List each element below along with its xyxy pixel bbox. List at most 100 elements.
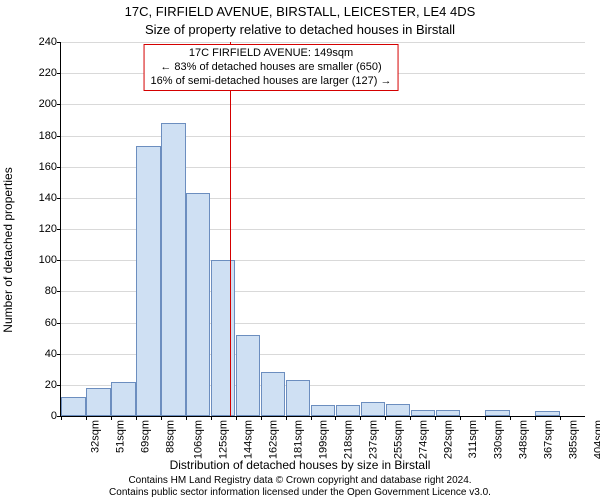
histogram-bar (386, 404, 410, 416)
xtick-label: 69sqm (140, 420, 152, 453)
ytick-mark (57, 73, 61, 74)
x-axis-label: Distribution of detached houses by size … (0, 458, 600, 472)
histogram-bar (311, 405, 335, 416)
xtick-label: 144sqm (243, 420, 255, 459)
gridline (61, 136, 585, 137)
xtick-label: 51sqm (115, 420, 127, 453)
histogram-bar (485, 410, 509, 416)
xtick-label: 255sqm (392, 420, 404, 459)
ytick-label: 240 (39, 36, 57, 48)
xtick-label: 367sqm (542, 420, 554, 459)
xtick-label: 162sqm (268, 420, 280, 459)
xtick-mark (485, 416, 486, 420)
xtick-label: 348sqm (517, 420, 529, 459)
ytick-label: 100 (39, 254, 57, 266)
reference-line (230, 42, 231, 416)
xtick-mark (186, 416, 187, 420)
ytick-mark (57, 42, 61, 43)
ytick-label: 140 (39, 192, 57, 204)
xtick-label: 181sqm (293, 420, 305, 459)
ytick-label: 60 (45, 317, 57, 329)
xtick-label: 199sqm (318, 420, 330, 459)
ytick-mark (57, 229, 61, 230)
ytick-mark (57, 354, 61, 355)
xtick-mark (236, 416, 237, 420)
xtick-label: 32sqm (90, 420, 102, 453)
reference-annotation: 17C FIRFIELD AVENUE: 149sqm ← 83% of det… (144, 44, 399, 91)
histogram-bar (336, 405, 360, 416)
xtick-mark (535, 416, 536, 420)
xtick-mark (161, 416, 162, 420)
xtick-label: 88sqm (165, 420, 177, 453)
xtick-label: 385sqm (567, 420, 579, 459)
histogram-bar (436, 410, 460, 416)
histogram-bar (86, 388, 110, 416)
ytick-label: 180 (39, 130, 57, 142)
plot-area: 02040608010012014016018020022024032sqm51… (60, 42, 585, 417)
xtick-label: 237sqm (368, 420, 380, 459)
ytick-mark (57, 167, 61, 168)
xtick-label: 311sqm (467, 420, 479, 458)
xtick-mark (311, 416, 312, 420)
ytick-label: 220 (39, 67, 57, 79)
histogram-bar (111, 382, 135, 416)
ytick-label: 200 (39, 98, 57, 110)
ytick-mark (57, 260, 61, 261)
annotation-line1: 17C FIRFIELD AVENUE: 149sqm (151, 47, 392, 61)
ytick-label: 20 (45, 379, 57, 391)
ytick-label: 160 (39, 161, 57, 173)
footer: Contains HM Land Registry data © Crown c… (0, 475, 600, 498)
xtick-mark (211, 416, 212, 420)
annotation-line3: 16% of semi-detached houses are larger (… (151, 75, 392, 89)
ytick-mark (57, 291, 61, 292)
gridline (61, 42, 585, 43)
xtick-mark (286, 416, 287, 420)
histogram-bar (236, 335, 260, 416)
xtick-mark (560, 416, 561, 420)
xtick-label: 292sqm (442, 420, 454, 459)
xtick-mark (510, 416, 511, 420)
ytick-mark (57, 385, 61, 386)
histogram-bar (136, 146, 160, 416)
xtick-mark (111, 416, 112, 420)
ytick-label: 40 (45, 348, 57, 360)
xtick-label: 125sqm (218, 420, 230, 459)
ytick-mark (57, 136, 61, 137)
chart-subtitle: Size of property relative to detached ho… (0, 22, 600, 37)
xtick-mark (335, 416, 336, 420)
histogram-bar (411, 410, 435, 416)
xtick-mark (385, 416, 386, 420)
histogram-bar (186, 193, 210, 416)
histogram-bar (161, 123, 185, 416)
xtick-mark (61, 416, 62, 420)
histogram-bar (211, 260, 235, 416)
ytick-label: 80 (45, 285, 57, 297)
xtick-label: 274sqm (417, 420, 429, 459)
xtick-mark (410, 416, 411, 420)
histogram-bar (361, 402, 385, 416)
ytick-mark (57, 104, 61, 105)
ytick-mark (57, 323, 61, 324)
xtick-mark (136, 416, 137, 420)
footer-line2: Contains public sector information licen… (0, 487, 600, 499)
xtick-mark (360, 416, 361, 420)
ytick-label: 120 (39, 223, 57, 235)
histogram-bar (535, 411, 559, 416)
histogram-bar (61, 397, 85, 416)
xtick-label: 218sqm (343, 420, 355, 459)
xtick-label: 330sqm (492, 420, 504, 459)
ytick-label: 0 (51, 410, 57, 422)
xtick-mark (460, 416, 461, 420)
xtick-mark (86, 416, 87, 420)
xtick-mark (435, 416, 436, 420)
ytick-mark (57, 198, 61, 199)
annotation-line2: ← 83% of detached houses are smaller (65… (151, 61, 392, 75)
y-axis-label: Number of detached properties (1, 167, 15, 332)
xtick-label: 106sqm (193, 420, 205, 459)
footer-line1: Contains HM Land Registry data © Crown c… (0, 475, 600, 487)
xtick-label: 404sqm (592, 420, 600, 459)
histogram-bar (261, 372, 285, 416)
histogram-bar (286, 380, 310, 416)
chart-title: 17C, FIRFIELD AVENUE, BIRSTALL, LEICESTE… (0, 4, 600, 19)
chart-container: 17C, FIRFIELD AVENUE, BIRSTALL, LEICESTE… (0, 0, 600, 500)
